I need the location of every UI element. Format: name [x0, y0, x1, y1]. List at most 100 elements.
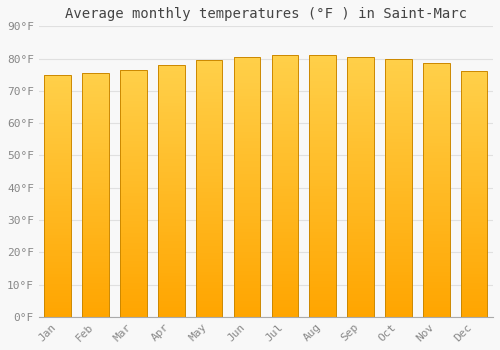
Bar — [461, 280, 487, 283]
Bar — [423, 209, 450, 212]
Bar — [234, 138, 260, 141]
Bar — [348, 73, 374, 76]
Bar — [158, 288, 184, 292]
Bar — [120, 206, 146, 209]
Bar — [423, 82, 450, 85]
Bar — [272, 261, 298, 265]
Bar — [120, 233, 146, 237]
Bar — [44, 232, 71, 235]
Bar — [196, 176, 222, 179]
Bar — [158, 87, 184, 90]
Bar — [348, 76, 374, 80]
Bar — [423, 168, 450, 171]
Bar — [272, 202, 298, 206]
Bar — [196, 256, 222, 259]
Bar — [120, 135, 146, 138]
Bar — [461, 304, 487, 308]
Bar — [385, 71, 411, 75]
Bar — [82, 293, 109, 295]
Bar — [385, 230, 411, 233]
Bar — [44, 162, 71, 166]
Bar — [272, 108, 298, 111]
Bar — [234, 145, 260, 148]
Bar — [234, 242, 260, 245]
Bar — [272, 85, 298, 88]
Bar — [82, 195, 109, 198]
Bar — [196, 60, 222, 317]
Bar — [461, 209, 487, 212]
Bar — [44, 214, 71, 217]
Bar — [234, 171, 260, 174]
Bar — [196, 60, 222, 63]
Bar — [385, 146, 411, 149]
Bar — [272, 55, 298, 58]
Bar — [158, 216, 184, 219]
Bar — [196, 153, 222, 156]
Bar — [461, 139, 487, 142]
Bar — [310, 134, 336, 137]
Bar — [461, 118, 487, 120]
Bar — [461, 240, 487, 243]
Bar — [385, 262, 411, 265]
Bar — [158, 131, 184, 134]
Bar — [44, 271, 71, 274]
Bar — [158, 84, 184, 87]
Bar — [423, 241, 450, 244]
Bar — [196, 166, 222, 169]
Bar — [120, 292, 146, 295]
Bar — [461, 268, 487, 271]
Bar — [158, 232, 184, 235]
Bar — [82, 238, 109, 241]
Bar — [272, 196, 298, 199]
Bar — [120, 82, 146, 85]
Bar — [44, 111, 71, 114]
Bar — [272, 72, 298, 75]
Bar — [82, 119, 109, 122]
Bar — [120, 249, 146, 252]
Bar — [82, 152, 109, 155]
Bar — [234, 154, 260, 158]
Bar — [120, 252, 146, 255]
Bar — [158, 116, 184, 119]
Bar — [461, 271, 487, 274]
Bar — [44, 208, 71, 211]
Bar — [82, 277, 109, 280]
Bar — [120, 116, 146, 119]
Bar — [423, 212, 450, 216]
Bar — [348, 236, 374, 239]
Bar — [44, 138, 71, 141]
Bar — [120, 122, 146, 125]
Bar — [44, 250, 71, 253]
Bar — [423, 206, 450, 209]
Bar — [423, 203, 450, 206]
Bar — [348, 197, 374, 200]
Bar — [423, 152, 450, 155]
Bar — [196, 298, 222, 301]
Bar — [82, 244, 109, 247]
Bar — [348, 304, 374, 307]
Bar — [385, 110, 411, 113]
Bar — [461, 185, 487, 188]
Bar — [272, 281, 298, 284]
Bar — [196, 137, 222, 140]
Bar — [310, 222, 336, 225]
Bar — [82, 204, 109, 207]
Bar — [272, 55, 298, 317]
Bar — [82, 186, 109, 189]
Bar — [82, 73, 109, 76]
Bar — [234, 99, 260, 103]
Bar — [423, 285, 450, 288]
Bar — [461, 160, 487, 163]
Bar — [348, 164, 374, 167]
Bar — [120, 212, 146, 215]
Bar — [44, 150, 71, 153]
Bar — [158, 100, 184, 103]
Bar — [423, 307, 450, 310]
Bar — [234, 187, 260, 190]
Bar — [461, 151, 487, 154]
Bar — [120, 314, 146, 317]
Bar — [423, 85, 450, 89]
Bar — [234, 265, 260, 268]
Bar — [158, 241, 184, 244]
Bar — [196, 96, 222, 99]
